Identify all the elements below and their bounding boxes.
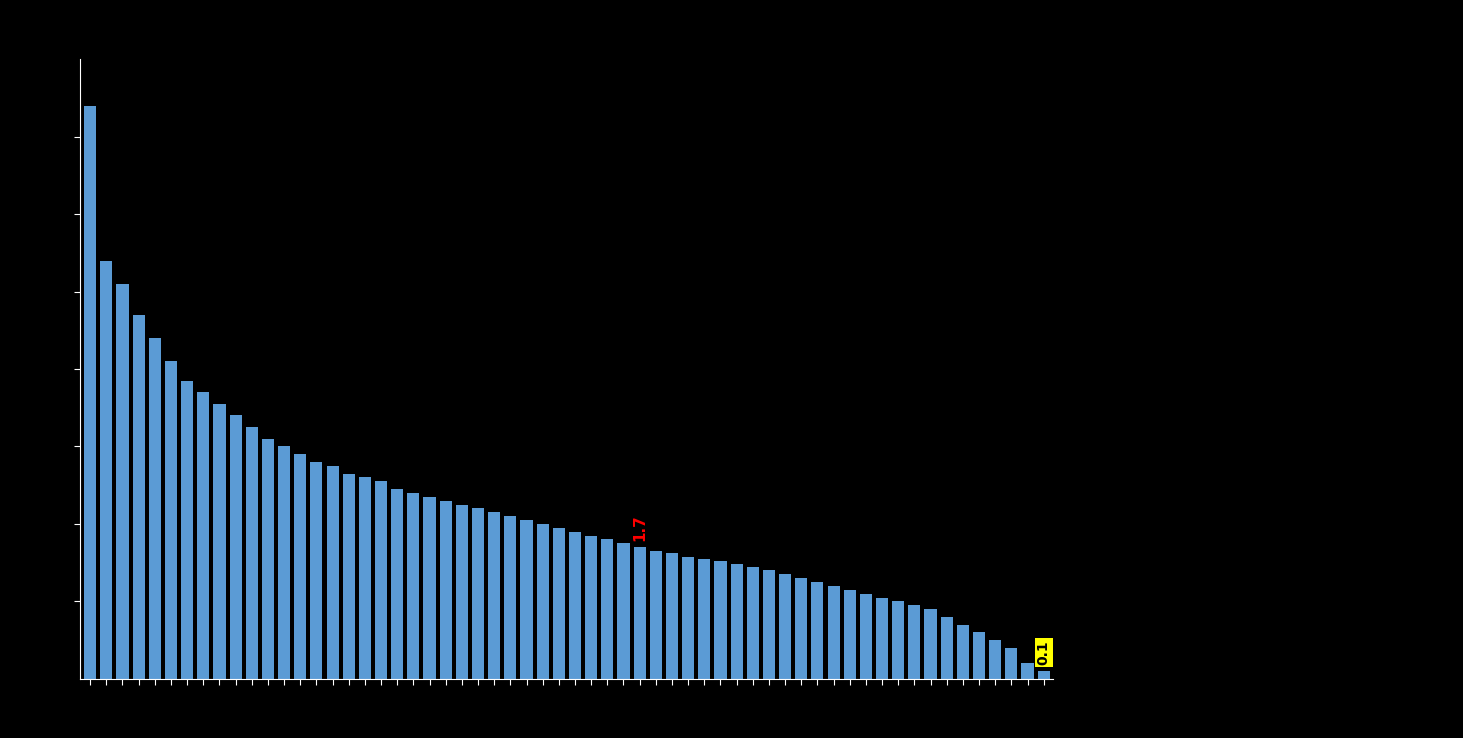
Bar: [198, 393, 209, 679]
Text: 0.1: 0.1: [1037, 641, 1050, 665]
Bar: [521, 520, 533, 679]
Bar: [1005, 648, 1017, 679]
Bar: [1021, 663, 1033, 679]
Bar: [489, 512, 500, 679]
Bar: [585, 536, 597, 679]
Bar: [407, 493, 420, 679]
Bar: [246, 427, 257, 679]
Bar: [262, 438, 274, 679]
Bar: [957, 624, 969, 679]
Bar: [666, 554, 677, 679]
Bar: [537, 524, 549, 679]
Bar: [989, 641, 1001, 679]
Bar: [423, 497, 436, 679]
Bar: [440, 501, 452, 679]
Bar: [294, 454, 306, 679]
Bar: [375, 481, 388, 679]
Bar: [892, 601, 904, 679]
Bar: [391, 489, 404, 679]
Bar: [181, 381, 193, 679]
Bar: [617, 543, 629, 679]
Bar: [473, 508, 484, 679]
Bar: [633, 548, 645, 679]
Bar: [456, 505, 468, 679]
Bar: [326, 466, 338, 679]
Bar: [310, 462, 322, 679]
Bar: [828, 586, 840, 679]
Bar: [358, 477, 372, 679]
Bar: [149, 338, 161, 679]
Bar: [860, 593, 872, 679]
Bar: [133, 314, 145, 679]
Bar: [941, 617, 952, 679]
Bar: [278, 446, 290, 679]
Bar: [730, 565, 743, 679]
Bar: [505, 517, 516, 679]
Bar: [1037, 672, 1050, 679]
Bar: [553, 528, 565, 679]
Bar: [812, 582, 824, 679]
Bar: [778, 574, 791, 679]
Bar: [698, 559, 711, 679]
Bar: [650, 551, 661, 679]
Text: 1.7: 1.7: [632, 514, 647, 541]
Bar: [925, 610, 936, 679]
Bar: [973, 632, 985, 679]
Bar: [83, 106, 97, 679]
Bar: [569, 531, 581, 679]
Bar: [796, 579, 808, 679]
Bar: [117, 284, 129, 679]
Bar: [876, 598, 888, 679]
Bar: [342, 474, 356, 679]
Bar: [230, 415, 241, 679]
Bar: [165, 362, 177, 679]
Bar: [714, 561, 727, 679]
Bar: [844, 590, 856, 679]
Bar: [601, 539, 613, 679]
Bar: [909, 605, 920, 679]
Bar: [746, 568, 759, 679]
Bar: [682, 556, 693, 679]
Bar: [214, 404, 225, 679]
Bar: [101, 261, 113, 679]
Bar: [762, 570, 775, 679]
